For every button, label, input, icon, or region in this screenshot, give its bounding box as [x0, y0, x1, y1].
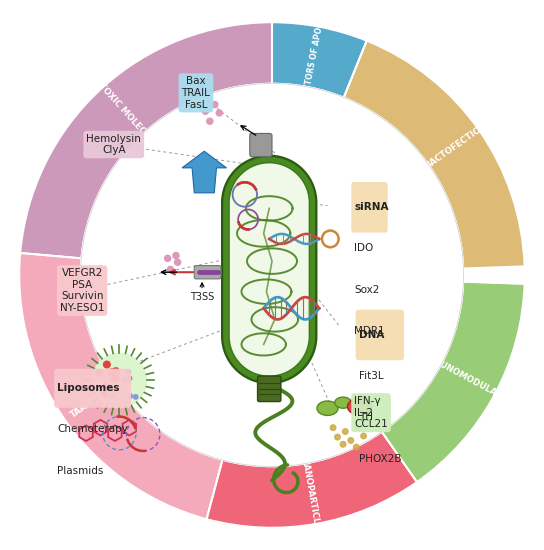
Circle shape [113, 375, 119, 381]
Circle shape [96, 370, 103, 377]
Circle shape [128, 394, 132, 398]
Text: NANOPARTICLES: NANOPARTICLES [300, 456, 323, 536]
Circle shape [355, 425, 361, 431]
Circle shape [103, 361, 110, 368]
Circle shape [108, 369, 115, 376]
Text: IDO: IDO [354, 244, 373, 254]
Text: Hemolysin
ClyA: Hemolysin ClyA [86, 134, 141, 155]
Wedge shape [382, 282, 524, 482]
Text: TH: TH [358, 412, 373, 422]
Circle shape [110, 393, 115, 398]
Circle shape [330, 425, 336, 431]
Text: CYTOTOXIC MOLECULES: CYTOTOXIC MOLECULES [80, 62, 163, 153]
Wedge shape [344, 41, 524, 268]
Circle shape [133, 395, 138, 399]
Text: Fit3L: Fit3L [358, 371, 383, 381]
Text: BACTOFECTION: BACTOFECTION [423, 121, 489, 171]
Text: Liposomes
Chemoterapy
Plasmids: Liposomes Chemoterapy Plasmids [57, 372, 128, 405]
Circle shape [113, 369, 119, 376]
Circle shape [101, 390, 108, 397]
Circle shape [173, 252, 179, 258]
Circle shape [207, 118, 213, 124]
FancyBboxPatch shape [257, 376, 281, 402]
Text: INDUCTORS OF APOPTOSIS: INDUCTORS OF APOPTOSIS [299, 0, 331, 113]
Circle shape [341, 442, 346, 447]
Circle shape [348, 438, 354, 443]
Text: DNA: DNA [358, 330, 384, 340]
Text: MDR1: MDR1 [354, 326, 385, 336]
Text: DNA
Fit3L
TH
PHOX2B: DNA Fit3L TH PHOX2B [358, 312, 401, 358]
Circle shape [113, 368, 119, 375]
Polygon shape [222, 156, 317, 383]
Ellipse shape [335, 397, 351, 408]
FancyBboxPatch shape [194, 266, 221, 279]
Circle shape [168, 266, 174, 272]
Circle shape [127, 376, 132, 381]
Circle shape [126, 370, 131, 375]
Text: IFN-γ
IL-2
CCL21: IFN-γ IL-2 CCL21 [354, 396, 388, 429]
Text: VEFGR2
PSA
Survivin
NY-ESO1: VEFGR2 PSA Survivin NY-ESO1 [60, 268, 104, 313]
Circle shape [335, 434, 341, 440]
Wedge shape [20, 23, 272, 258]
Circle shape [175, 259, 181, 265]
Ellipse shape [317, 401, 338, 415]
Circle shape [91, 353, 147, 408]
Text: siRNA
IDO
Sox2
MDR1: siRNA IDO Sox2 MDR1 [354, 185, 385, 230]
Text: PHOX2B: PHOX2B [358, 454, 401, 464]
Circle shape [361, 433, 366, 439]
Wedge shape [20, 253, 222, 519]
Circle shape [202, 108, 208, 114]
Wedge shape [207, 432, 417, 527]
FancyBboxPatch shape [250, 134, 272, 157]
Text: Liposomes: Liposomes [57, 383, 120, 393]
Text: Sox2: Sox2 [354, 285, 380, 295]
Circle shape [123, 378, 127, 383]
Text: TAA/TSA: TAA/TSA [69, 389, 107, 419]
Text: Chemoterapy: Chemoterapy [57, 425, 128, 435]
Text: T3SS: T3SS [190, 292, 214, 301]
Text: Plasmids: Plasmids [57, 466, 103, 476]
Circle shape [354, 444, 359, 450]
Circle shape [165, 255, 171, 261]
Circle shape [216, 110, 222, 116]
Circle shape [112, 376, 119, 382]
Polygon shape [230, 163, 308, 376]
Ellipse shape [348, 398, 372, 415]
Circle shape [343, 429, 348, 434]
Circle shape [212, 102, 218, 108]
Polygon shape [182, 151, 226, 193]
Circle shape [81, 84, 463, 466]
Text: IMMUNOMODULATORS: IMMUNOMODULATORS [421, 351, 521, 410]
Circle shape [103, 384, 109, 390]
Text: siRNA: siRNA [354, 202, 388, 212]
Text: Bax
TRAIL
FasL: Bax TRAIL FasL [182, 76, 211, 109]
Wedge shape [272, 23, 367, 97]
